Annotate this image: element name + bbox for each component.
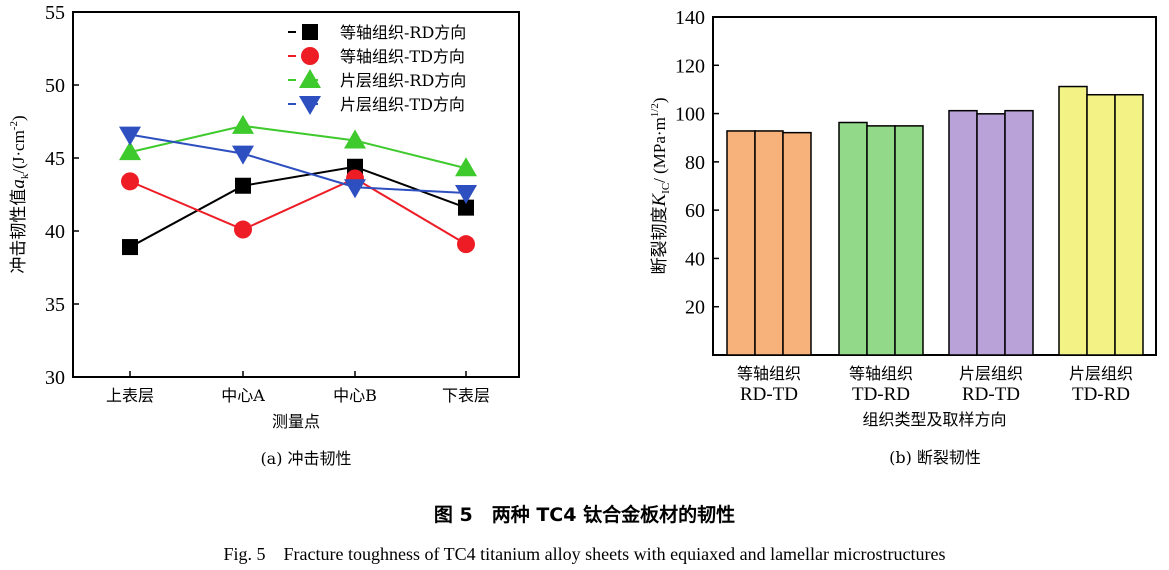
legend-label: 片层组织-RD方向 [340,71,466,90]
legend-marker [299,96,321,115]
y-axis-label: 断裂韧度KIC/ (MPa·m1/2) [649,97,672,274]
data-point [119,141,141,161]
y-tick-label: 50 [45,75,65,97]
data-point [344,179,366,199]
x-tick-label: 下表层 [442,386,490,405]
legend-label: 片层组织-TD方向 [340,95,465,114]
data-point [232,145,254,165]
data-point [234,220,252,239]
y-tick-label: 45 [45,148,65,170]
y-axis-label-part: IC [660,183,672,194]
legend-label: 等轴组织-RD方向 [340,23,466,42]
figure-title-en: Fig. 5 Fracture toughness of TC4 titaniu… [223,544,946,564]
bar [866,125,896,356]
y-tick-label: 60 [685,200,705,222]
y-axis-label: 冲击韧性值ak/(J·cm-2) [8,115,31,273]
y-axis-label-part: ) [9,115,28,121]
x-tick-label: 片层组织 [959,364,1023,383]
panel-caption: (b) 断裂韧性 [889,448,981,467]
data-point [232,114,254,134]
y-axis-label-part: 断裂韧度 [650,207,669,275]
y-tick-label: 55 [45,2,65,24]
y-axis-label-part: / (MPa·m [650,117,669,183]
bar [976,113,1006,356]
bar [1058,85,1088,356]
legend-marker [299,69,321,88]
y-axis-label-part: a [8,179,29,189]
bar [838,121,868,356]
x-tick-label: 上表层 [106,386,154,405]
y-tick-label: 35 [45,294,65,316]
data-point [458,199,474,216]
bar [1004,109,1034,356]
bar [894,125,924,356]
x-axis-label: 测量点 [272,412,320,431]
y-tick-label: 40 [45,221,65,243]
x-tick-label: 等轴组织 [849,364,913,383]
y-tick-label: 40 [685,248,705,270]
y-tick-label: 140 [675,7,705,29]
x-tick-label: TD-RD [1072,384,1130,405]
data-point [235,177,251,194]
x-tick-label: 中心A [221,386,265,405]
y-tick-label: 20 [685,297,705,319]
y-tick-label: 30 [45,367,65,389]
x-tick-label: RD-TD [962,384,1020,405]
legend-label: 等轴组织-TD方向 [340,47,465,66]
figure-title-cn: 图 5 两种 TC4 钛合金板材的韧性 [433,504,736,526]
plot-frame [72,11,520,378]
data-point [122,239,138,256]
y-tick-label: 80 [685,152,705,174]
y-axis-label-part: 冲击韧性值 [9,189,28,274]
data-point [457,235,475,254]
x-tick-label: TD-RD [852,384,910,405]
bar [754,130,784,356]
plot-frame [712,16,1157,356]
y-axis-label-part: ) [650,97,669,103]
data-point [344,129,366,149]
x-tick-label: 等轴组织 [737,364,801,383]
y-axis-label-part: k [19,173,31,179]
series-line [129,165,467,248]
legend-marker [301,47,319,65]
x-tick-label: RD-TD [740,384,798,405]
y-tick-label: 100 [675,104,705,126]
bar [782,131,812,356]
series-line [129,133,467,195]
y-tick-label: 120 [675,55,705,77]
data-point [455,157,477,177]
data-point [119,126,141,146]
y-axis-label-part: K [649,193,670,208]
y-axis-label-part: -2 [8,121,20,130]
series-line [129,177,467,246]
x-tick-label: 片层组织 [1069,364,1133,383]
bar [1086,93,1116,356]
panel-caption: (a) 冲击韧性 [260,449,351,468]
data-point [455,185,477,205]
series-line [129,124,467,170]
bar [726,130,756,356]
data-point [121,172,139,191]
bar [948,109,978,356]
x-tick-label: 中心B [333,386,377,405]
legend-marker [302,24,318,40]
bar [1114,93,1144,356]
y-axis-label-part: 1/2 [649,103,661,117]
x-axis-label: 组织类型及取样方向 [862,410,1006,429]
y-axis-label-part: /(J·cm [9,130,28,173]
